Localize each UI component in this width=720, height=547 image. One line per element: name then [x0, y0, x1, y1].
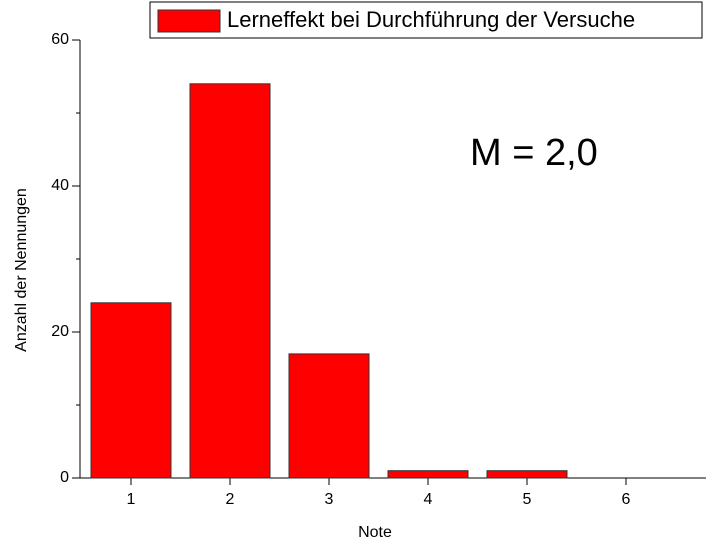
- x-tick-label: 5: [523, 491, 532, 508]
- x-tick-label: 4: [424, 491, 433, 508]
- x-axis-label: Note: [358, 524, 392, 541]
- legend-box: [149, 1, 703, 39]
- bar: [387, 470, 469, 479]
- x-tick-label: 1: [127, 491, 136, 508]
- y-tick-label: 0: [60, 469, 69, 486]
- legend-swatch: [157, 9, 221, 33]
- legend-label: Lerneffekt bei Durchführung der Versuche: [227, 7, 635, 32]
- y-tick-label: 40: [51, 177, 69, 194]
- y-tick-label: 20: [51, 323, 69, 340]
- y-tick-label: 60: [51, 31, 69, 48]
- bar: [189, 83, 271, 479]
- x-tick-label: 2: [226, 491, 235, 508]
- bar: [90, 302, 172, 479]
- y-axis-label: Anzahl der Nennungen: [13, 188, 30, 352]
- bar: [288, 353, 370, 479]
- annotation: M = 2,0: [470, 132, 598, 174]
- x-tick-label: 6: [622, 491, 631, 508]
- bar: [486, 470, 568, 479]
- x-tick-label: 3: [325, 491, 334, 508]
